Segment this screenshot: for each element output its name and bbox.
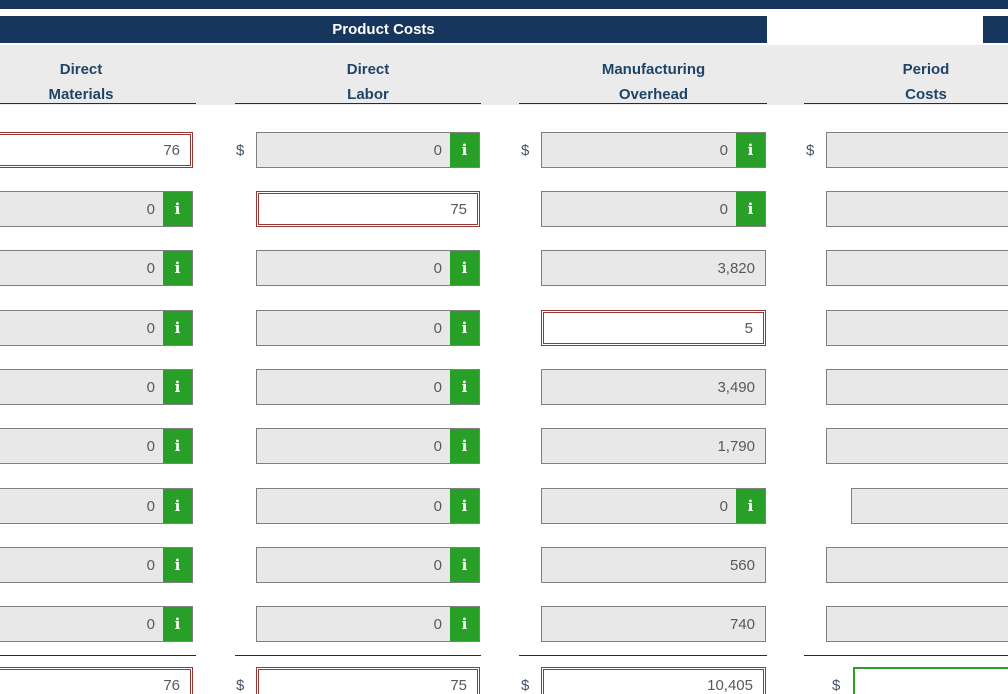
column-header-band [0, 45, 1008, 105]
column-header-direct-materials: Direct Materials [48, 61, 114, 103]
period-costs-input[interactable] [826, 132, 1008, 168]
info-icon[interactable]: i [450, 548, 479, 582]
info-icon[interactable]: i [163, 429, 192, 463]
direct-materials-input[interactable]: 76 [0, 132, 193, 168]
period-costs-input[interactable] [851, 488, 1008, 524]
manufacturing-overhead-value: 1,790 [541, 428, 766, 464]
column-header-direct-labor: Direct Labor [346, 61, 390, 103]
column-header-period-costs: Period Costs [902, 61, 950, 103]
header-underline [0, 103, 196, 104]
header-underline [804, 103, 1008, 104]
currency-symbol: $ [832, 676, 841, 694]
info-icon[interactable]: i [163, 548, 192, 582]
period-costs-input[interactable] [826, 310, 1008, 346]
period-costs-input[interactable] [826, 191, 1008, 227]
info-icon[interactable]: i [450, 251, 479, 285]
period-costs-input[interactable] [826, 369, 1008, 405]
header-underline [235, 103, 481, 104]
total-separator [235, 655, 481, 656]
total-separator [804, 655, 1008, 656]
info-icon[interactable]: i [450, 311, 479, 345]
header-underline [519, 103, 767, 104]
info-icon[interactable]: i [450, 489, 479, 523]
manufacturing-overhead-input[interactable]: 5 [541, 310, 766, 346]
info-icon[interactable]: i [450, 607, 479, 641]
info-icon[interactable]: i [163, 370, 192, 404]
header-band-right-fragment [983, 16, 1008, 43]
currency-symbol: $ [521, 141, 530, 159]
currency-symbol: $ [236, 141, 245, 159]
direct-labor-total-input[interactable]: 75 [256, 667, 480, 694]
currency-symbol: $ [236, 676, 245, 694]
info-icon[interactable]: i [450, 429, 479, 463]
currency-symbol: $ [806, 141, 815, 159]
currency-symbol: $ [521, 676, 530, 694]
period-costs-input[interactable] [826, 428, 1008, 464]
manufacturing-overhead-value: 3,820 [541, 250, 766, 286]
info-icon[interactable]: i [450, 370, 479, 404]
info-icon[interactable]: i [450, 133, 479, 167]
total-separator [0, 655, 196, 656]
direct-labor-input[interactable]: 75 [256, 191, 480, 227]
period-costs-input[interactable] [826, 250, 1008, 286]
info-icon[interactable]: i [163, 489, 192, 523]
info-icon[interactable]: i [163, 607, 192, 641]
info-icon[interactable]: i [736, 489, 765, 523]
info-icon[interactable]: i [736, 133, 765, 167]
manufacturing-overhead-value: 3,490 [541, 369, 766, 405]
direct-materials-total-input[interactable]: 76 [0, 667, 193, 694]
period-costs-input[interactable] [826, 547, 1008, 583]
period-costs-total-input[interactable] [853, 667, 1008, 694]
info-icon[interactable]: i [163, 192, 192, 226]
info-icon[interactable]: i [163, 251, 192, 285]
top-navy-strip [0, 0, 1008, 9]
manufacturing-overhead-value: 560 [541, 547, 766, 583]
product-costs-label: Product Costs [332, 21, 435, 38]
manufacturing-overhead-total-input[interactable]: 10,405 [541, 667, 766, 694]
info-icon[interactable]: i [163, 311, 192, 345]
total-separator [519, 655, 767, 656]
product-costs-group-header: Product Costs [0, 16, 767, 43]
column-header-manufacturing-overhead: Manufacturing Overhead [601, 61, 706, 103]
manufacturing-overhead-value: 740 [541, 606, 766, 642]
period-costs-input[interactable] [826, 606, 1008, 642]
info-icon[interactable]: i [736, 192, 765, 226]
